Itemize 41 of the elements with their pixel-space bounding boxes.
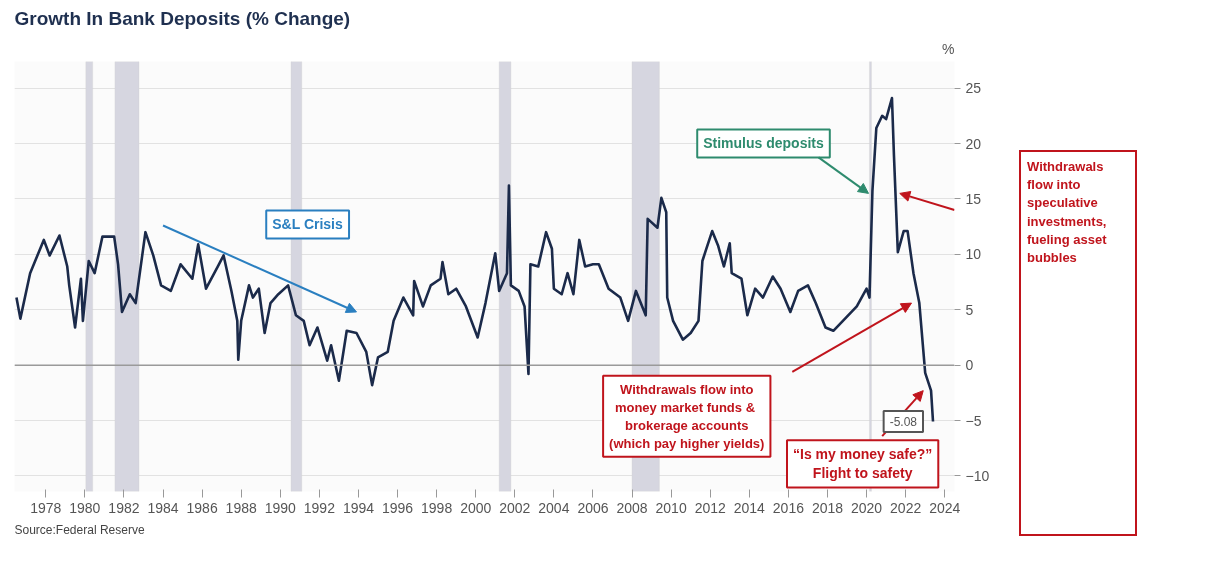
annotation: “Is my money safe?” Flight to safety — [793, 446, 933, 482]
y-tick-label: −10 — [965, 467, 990, 484]
y-tick-label: 5 — [965, 301, 974, 318]
annotation: Stimulus deposits — [703, 135, 825, 152]
source-note: Source:Federal Reserve — [14, 522, 145, 537]
x-tick-label: 2016 — [772, 499, 805, 516]
x-tick-label: 1984 — [147, 499, 179, 516]
y-tick-label: 15 — [965, 190, 982, 207]
y-tick-label: 10 — [965, 246, 982, 263]
x-tick-label: 2020 — [850, 499, 883, 516]
x-tick-label: 2010 — [655, 499, 687, 516]
x-tick-label: 1990 — [264, 499, 297, 516]
annotation: S&L Crisis — [272, 216, 343, 233]
x-tick-label: 1986 — [186, 499, 218, 516]
y-tick-label: −5 — [965, 412, 982, 429]
x-tick-label: 2004 — [538, 499, 570, 516]
x-tick-label: 2012 — [694, 499, 726, 516]
annotation: -5.08 — [889, 414, 918, 429]
annotation: Withdrawals flow into money market funds & brokerage accounts (which pay higher yields) — [609, 381, 765, 451]
x-tick-label: 1996 — [381, 499, 414, 516]
y-tick-label: 0 — [965, 357, 974, 374]
x-tick-label: 2018 — [811, 499, 844, 516]
x-tick-label: 1994 — [342, 499, 375, 516]
x-tick-label: 2024 — [929, 499, 961, 516]
chart-title: Growth In Bank Deposits (% Change) — [14, 7, 351, 29]
y-tick-label: 25 — [965, 80, 982, 97]
x-tick-label: 1982 — [108, 499, 140, 516]
y-axis-title: % — [942, 40, 955, 57]
y-tick-label: 20 — [965, 135, 982, 152]
x-tick-label: 1998 — [421, 499, 453, 516]
x-tick-label: 2022 — [890, 499, 922, 516]
x-tick-label: 1992 — [303, 499, 336, 516]
x-tick-label: 2006 — [577, 499, 609, 516]
x-tick-label: 2002 — [499, 499, 531, 516]
x-tick-label: 1980 — [69, 499, 101, 516]
x-tick-label: 2008 — [616, 499, 648, 516]
x-tick-label: 2014 — [733, 499, 766, 516]
x-tick-label: 2000 — [460, 499, 492, 516]
x-tick-label: 1988 — [225, 499, 257, 516]
x-tick-label: 1978 — [30, 499, 62, 516]
text: Withdrawals flow into speculative investments, fueling asset bubbles — [1027, 158, 1107, 267]
